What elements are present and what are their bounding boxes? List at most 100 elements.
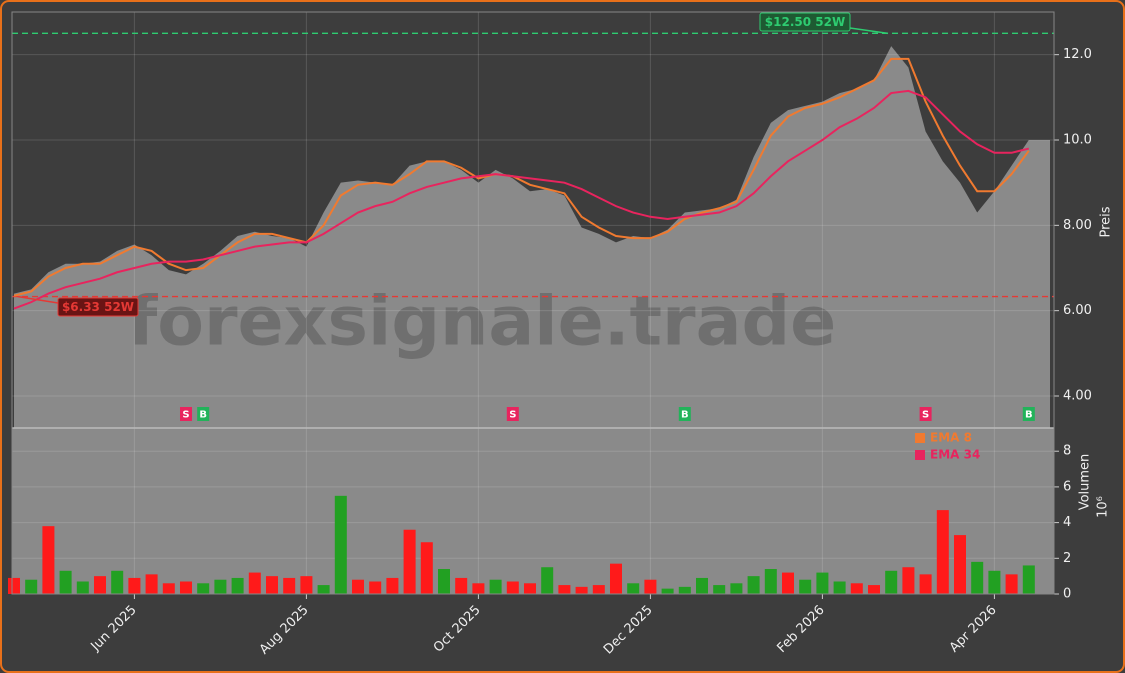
volume-bar xyxy=(145,574,158,594)
signal-badge xyxy=(919,407,932,421)
volume-bar xyxy=(610,563,622,594)
volume-bar xyxy=(696,577,708,594)
volume-bar xyxy=(489,579,502,594)
signal-label: S xyxy=(922,410,929,421)
signal-label: S xyxy=(182,410,189,421)
volume-bar xyxy=(885,570,898,594)
plot: forexsignale.tradeDEZ.DEDEUTZ Aktiengese… xyxy=(8,11,1114,658)
legend-swatch xyxy=(915,433,925,443)
volume-bar xyxy=(868,585,880,594)
volume-bar xyxy=(248,572,261,594)
y-tick-label: 6.00 xyxy=(1063,303,1092,318)
volume-bar xyxy=(1005,574,1018,594)
low-arrow xyxy=(17,295,59,304)
volume-bar xyxy=(833,581,846,594)
volume-bar xyxy=(162,583,175,594)
volume-bar xyxy=(266,576,278,594)
signal-badge xyxy=(506,407,519,421)
volume-bar xyxy=(317,585,330,594)
signal-badge xyxy=(180,407,192,421)
volume-bar xyxy=(816,572,829,594)
volume-bar xyxy=(128,577,141,594)
signal-badge xyxy=(678,407,691,421)
volume-bar xyxy=(541,567,554,594)
y2-tick-label: 6 xyxy=(1063,479,1071,494)
volume-bar xyxy=(334,495,347,594)
signal-badge xyxy=(197,407,210,421)
volume-bar xyxy=(506,581,519,594)
volume-bar xyxy=(76,581,89,594)
volume-bar xyxy=(678,586,691,594)
high-label-box xyxy=(759,12,851,32)
volume-bar xyxy=(558,585,571,594)
signal-label: B xyxy=(681,410,689,421)
volume-bar xyxy=(971,561,984,594)
volume-bar xyxy=(94,576,106,594)
y2-tick-label: 2 xyxy=(1063,551,1071,566)
legend-label: EMA 34 xyxy=(930,448,980,462)
volume-bar xyxy=(799,579,812,594)
y-tick-label: 12.0 xyxy=(1063,47,1092,62)
volume-bar xyxy=(455,577,468,594)
volume-bar xyxy=(180,581,192,594)
volume-bar xyxy=(747,576,760,594)
y2-axis-title: Volumen xyxy=(1078,454,1093,511)
volume-bar xyxy=(111,570,124,594)
volume-bar xyxy=(283,577,296,594)
volume-bar xyxy=(661,588,674,594)
volume-bar xyxy=(592,585,605,594)
volume-bar xyxy=(231,577,244,594)
volume-bar xyxy=(782,572,794,594)
volume-bar xyxy=(472,583,485,594)
signal-badge xyxy=(1022,407,1035,421)
volume-bar xyxy=(730,583,743,594)
volume-bar xyxy=(902,567,915,594)
volume-bar xyxy=(575,586,588,594)
signal-label: B xyxy=(1025,410,1033,421)
volume-bar xyxy=(386,577,399,594)
volume-bar xyxy=(214,579,227,594)
volume-bar xyxy=(1022,565,1035,594)
plot-frame xyxy=(11,11,1055,595)
volume-bar xyxy=(25,579,38,594)
y-tick-label: 8.00 xyxy=(1063,218,1092,233)
y2-tick-label: 0 xyxy=(1063,587,1071,602)
signal-label: S xyxy=(509,410,516,421)
volume-bar xyxy=(197,583,210,594)
volume-bar xyxy=(59,570,72,594)
legend-label: EMA 8 xyxy=(930,431,972,445)
legend-swatch xyxy=(915,450,925,460)
volume-bar xyxy=(919,574,932,594)
low-label-box xyxy=(57,297,139,317)
high-label: $12.50 52W xyxy=(765,15,845,29)
y-tick-label: 10.0 xyxy=(1063,133,1092,148)
volume-bar xyxy=(644,579,657,594)
y-tick-label: 4.00 xyxy=(1063,389,1092,404)
volume-bar xyxy=(524,583,536,594)
y2-axis-unit: 10⁶ xyxy=(1096,496,1111,518)
volume-bar xyxy=(988,570,1001,594)
volume-bar xyxy=(420,542,433,594)
volume-bar xyxy=(764,569,777,594)
y2-tick-label: 4 xyxy=(1063,515,1071,530)
volume-bar xyxy=(936,510,949,594)
volume-bar xyxy=(954,535,966,594)
ema-line xyxy=(13,57,1030,297)
volume-bg xyxy=(12,428,1054,594)
watermark: forexsignale.trade xyxy=(128,283,837,362)
volume-bar xyxy=(627,583,640,594)
volume-bar xyxy=(713,585,726,594)
volume-bar xyxy=(850,583,863,594)
volume-bar xyxy=(438,569,450,594)
y2-tick-label: 8 xyxy=(1063,444,1071,459)
volume-bar xyxy=(42,526,55,594)
signal-label: B xyxy=(199,410,207,421)
volume-bar xyxy=(8,577,20,594)
y-axis-title: Preis xyxy=(1099,206,1114,237)
volume-bar xyxy=(300,576,313,594)
low-label: $6.33 52W xyxy=(62,300,134,314)
volume-bar xyxy=(352,579,364,594)
ema-line xyxy=(13,89,1030,310)
price-area xyxy=(14,46,1050,429)
